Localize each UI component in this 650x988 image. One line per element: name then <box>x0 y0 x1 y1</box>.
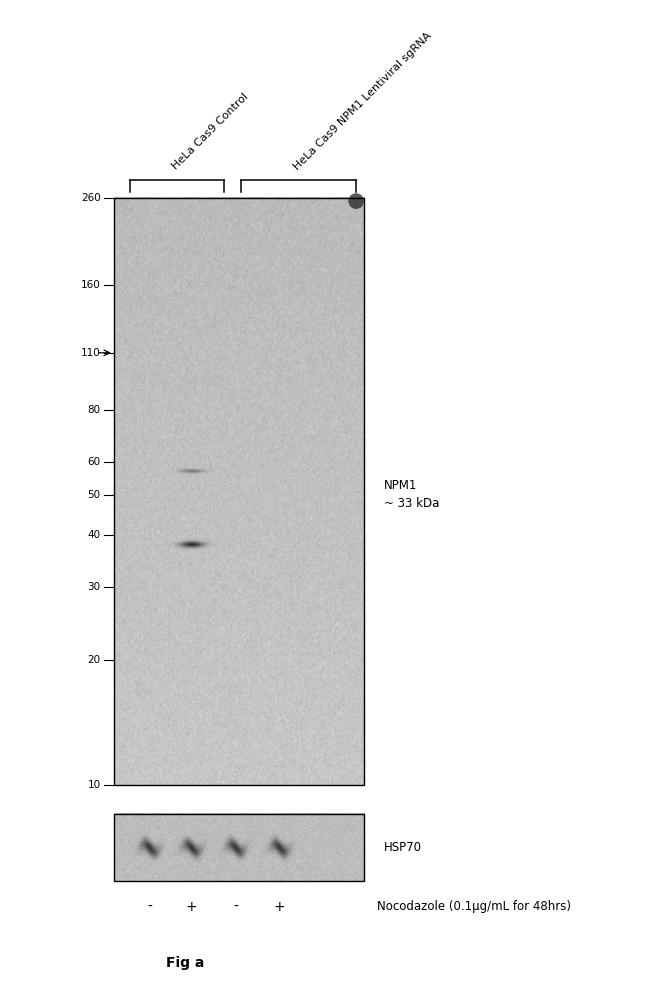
Text: HeLa Cas9 NPM1 Lentiviral sgRNA: HeLa Cas9 NPM1 Lentiviral sgRNA <box>292 31 434 172</box>
Text: HSP70: HSP70 <box>384 841 421 855</box>
Text: 80: 80 <box>88 405 101 415</box>
Bar <box>114 814 364 881</box>
Text: NPM1
~ 33 kDa: NPM1 ~ 33 kDa <box>384 478 439 510</box>
Text: 20: 20 <box>88 655 101 665</box>
Text: 110: 110 <box>81 348 101 358</box>
Ellipse shape <box>348 194 364 209</box>
Text: +: + <box>186 900 198 914</box>
Text: 260: 260 <box>81 193 101 203</box>
Text: 40: 40 <box>88 531 101 540</box>
Text: HeLa Cas9 Control: HeLa Cas9 Control <box>170 92 251 172</box>
Text: +: + <box>274 900 285 914</box>
Text: Fig a: Fig a <box>166 956 205 970</box>
Text: Nocodazole (0.1μg/mL for 48hrs): Nocodazole (0.1μg/mL for 48hrs) <box>377 900 571 914</box>
Text: 160: 160 <box>81 281 101 290</box>
Text: 60: 60 <box>88 457 101 467</box>
Bar <box>114 198 364 785</box>
Text: 50: 50 <box>88 490 101 500</box>
Text: -: - <box>147 900 152 914</box>
Text: 10: 10 <box>88 781 101 790</box>
Text: 30: 30 <box>88 582 101 592</box>
Text: -: - <box>233 900 239 914</box>
